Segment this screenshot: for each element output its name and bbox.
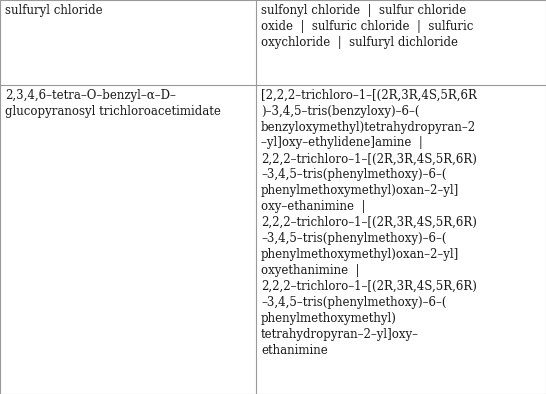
Text: oxyethanimine  |: oxyethanimine |	[261, 264, 359, 277]
Text: 2,2,2–trichloro–1–[(2R,3R,4S,5R,6R): 2,2,2–trichloro–1–[(2R,3R,4S,5R,6R)	[261, 152, 477, 165]
Text: [2,2,2–trichloro–1–[(2R,3R,4S,5R,6R: [2,2,2–trichloro–1–[(2R,3R,4S,5R,6R	[261, 89, 477, 102]
Text: glucopyranosyl trichloroacetimidate: glucopyranosyl trichloroacetimidate	[5, 104, 221, 117]
Text: )–3,4,5–tris(benzyloxy)–6–(: )–3,4,5–tris(benzyloxy)–6–(	[261, 104, 419, 117]
Text: oxy–ethanimine  |: oxy–ethanimine |	[261, 200, 365, 213]
Text: sulfuryl chloride: sulfuryl chloride	[5, 4, 103, 17]
Text: –3,4,5–tris(phenylmethoxy)–6–(: –3,4,5–tris(phenylmethoxy)–6–(	[261, 296, 447, 309]
Text: –yl]oxy–ethylidene]amine  |: –yl]oxy–ethylidene]amine |	[261, 136, 423, 149]
Text: 2,2,2–trichloro–1–[(2R,3R,4S,5R,6R): 2,2,2–trichloro–1–[(2R,3R,4S,5R,6R)	[261, 216, 477, 229]
Text: ethanimine: ethanimine	[261, 344, 328, 357]
Text: benzyloxymethyl)tetrahydropyran–2: benzyloxymethyl)tetrahydropyran–2	[261, 121, 476, 134]
Text: sulfonyl chloride  |  sulfur chloride: sulfonyl chloride | sulfur chloride	[261, 4, 466, 17]
Text: phenylmethoxymethyl): phenylmethoxymethyl)	[261, 312, 397, 325]
Text: 2,2,2–trichloro–1–[(2R,3R,4S,5R,6R): 2,2,2–trichloro–1–[(2R,3R,4S,5R,6R)	[261, 280, 477, 293]
Text: phenylmethoxymethyl)oxan–2–yl]: phenylmethoxymethyl)oxan–2–yl]	[261, 248, 459, 261]
Text: –3,4,5–tris(phenylmethoxy)–6–(: –3,4,5–tris(phenylmethoxy)–6–(	[261, 168, 447, 181]
Text: oxide  |  sulfuric chloride  |  sulfuric: oxide | sulfuric chloride | sulfuric	[261, 20, 473, 33]
Text: tetrahydropyran–2–yl]oxy–: tetrahydropyran–2–yl]oxy–	[261, 328, 419, 341]
Text: phenylmethoxymethyl)oxan–2–yl]: phenylmethoxymethyl)oxan–2–yl]	[261, 184, 459, 197]
Text: oxychloride  |  sulfuryl dichloride: oxychloride | sulfuryl dichloride	[261, 36, 458, 49]
Text: 2,3,4,6–tetra–O–benzyl–α–D–: 2,3,4,6–tetra–O–benzyl–α–D–	[5, 89, 176, 102]
Text: –3,4,5–tris(phenylmethoxy)–6–(: –3,4,5–tris(phenylmethoxy)–6–(	[261, 232, 447, 245]
